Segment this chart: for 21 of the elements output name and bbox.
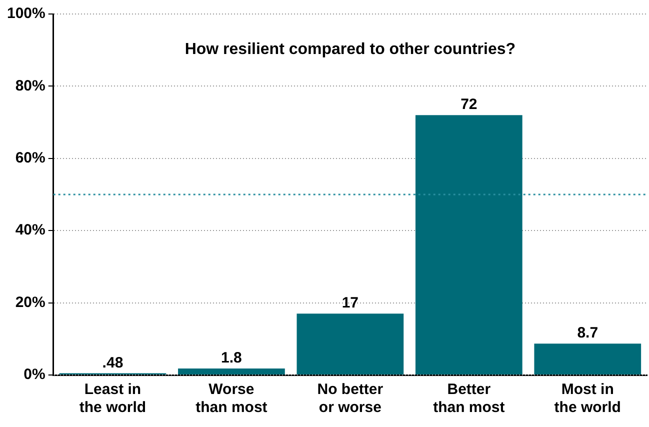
text: How resilient compared to other countries?	[184, 41, 516, 58]
bar	[415, 115, 522, 374]
y-tick-label: 40%	[15, 222, 46, 239]
bar	[178, 368, 285, 374]
y-tick-label: 80%	[15, 77, 46, 94]
data-label: 8.7	[577, 324, 598, 342]
x-tick-label: Worse than most	[196, 381, 268, 416]
y-tick-label: 60%	[15, 150, 46, 167]
bar	[534, 344, 642, 374]
data-label: 17	[342, 294, 359, 312]
y-tick-label: 0%	[24, 366, 46, 384]
data-label: 1.8	[221, 350, 242, 366]
data-label: .48	[102, 354, 124, 372]
y-tick-label: 100%	[6, 5, 46, 22]
x-tick-label: Better than most	[433, 381, 505, 416]
y-tick-label: 20%	[15, 294, 46, 311]
data-label: 72	[460, 96, 478, 114]
x-tick-label: Least in the world	[79, 381, 146, 416]
bar	[296, 314, 404, 374]
x-tick-label: No better or worse	[317, 381, 384, 416]
x-tick-label: Most in the world	[554, 381, 621, 416]
